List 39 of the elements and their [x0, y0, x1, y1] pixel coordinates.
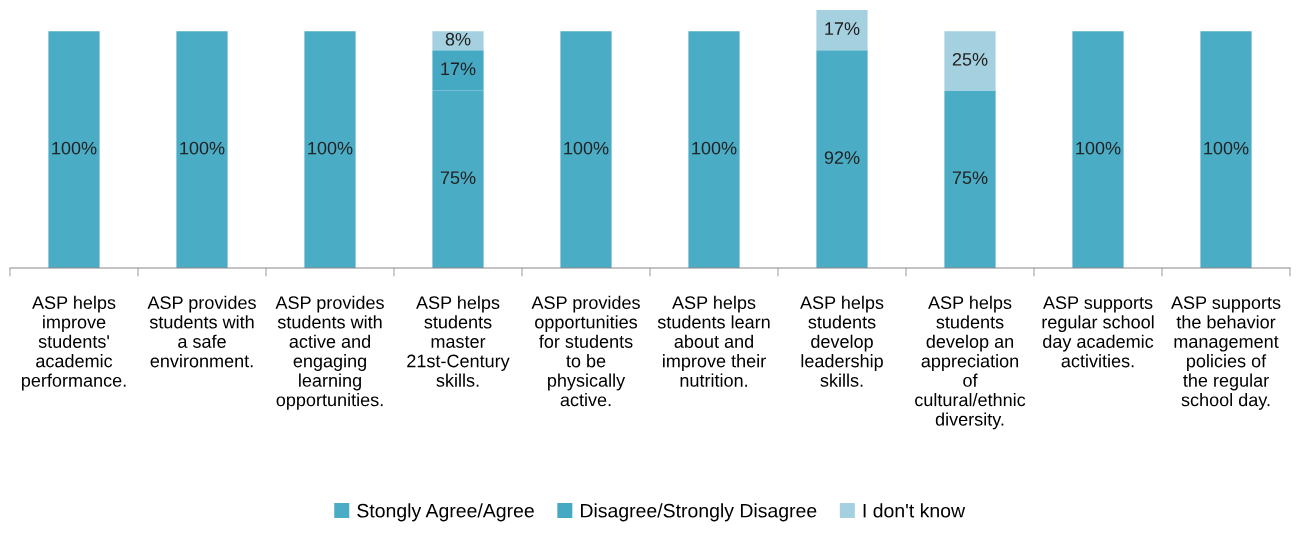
bar [560, 31, 612, 268]
data-label: 75% [440, 171, 476, 185]
x-tick-label: ASP helps students develop leadership skills. [800, 295, 884, 387]
data-label: 100% [180, 141, 225, 155]
x-tick-label: ASP supports the behavior management policies of the regular school day. [1171, 296, 1281, 410]
data-label: 75% [952, 171, 988, 185]
bar [1072, 31, 1124, 268]
x-tick-label: ASP provides students with a safe environment. [147, 295, 256, 368]
bar [304, 31, 356, 268]
bar [816, 50, 868, 268]
x-tick-label: ASP helps students learn about and improve their nutrition. [657, 295, 770, 387]
legend-label: Disagree/Strongly Disagree [581, 503, 817, 522]
data-label: 25% [952, 52, 988, 66]
data-label: 100% [1204, 141, 1249, 155]
x-tick-label: ASP provides opportunities for students to be physically active. [531, 295, 640, 407]
bar [1200, 31, 1252, 268]
data-label: 8% [445, 32, 471, 46]
bar [688, 31, 740, 268]
legend-label: Stongly Agree/Agree [357, 503, 534, 522]
x-tick-label: ASP supports regular school day academic activities. [1042, 296, 1154, 368]
x-tick-label: ASP provides students with active and engaging learning opportunities. [275, 295, 384, 410]
legend-label: I don't know [863, 503, 966, 518]
bar [816, 10, 868, 51]
data-label: 100% [1076, 141, 1121, 155]
bar [176, 31, 228, 268]
data-label: 17% [825, 22, 860, 35]
bar [944, 90, 996, 268]
data-label: 17% [441, 62, 476, 76]
data-label: 92% [824, 151, 860, 164]
bar [944, 31, 996, 91]
x-tick-label: ASP helps improve students' academic performance. [21, 295, 126, 391]
x-tick-label: ASP helps students develop an appreciation of cultural/ethnic diversity. [915, 295, 1026, 430]
data-label: 100% [52, 141, 97, 155]
bar [432, 31, 484, 51]
data-label: 100% [308, 141, 353, 155]
data-label: 100% [564, 141, 609, 155]
data-label: 100% [692, 141, 737, 155]
bar [48, 31, 100, 268]
x-tick-label: ASP helps students master 21st-Century skills. [407, 295, 510, 387]
